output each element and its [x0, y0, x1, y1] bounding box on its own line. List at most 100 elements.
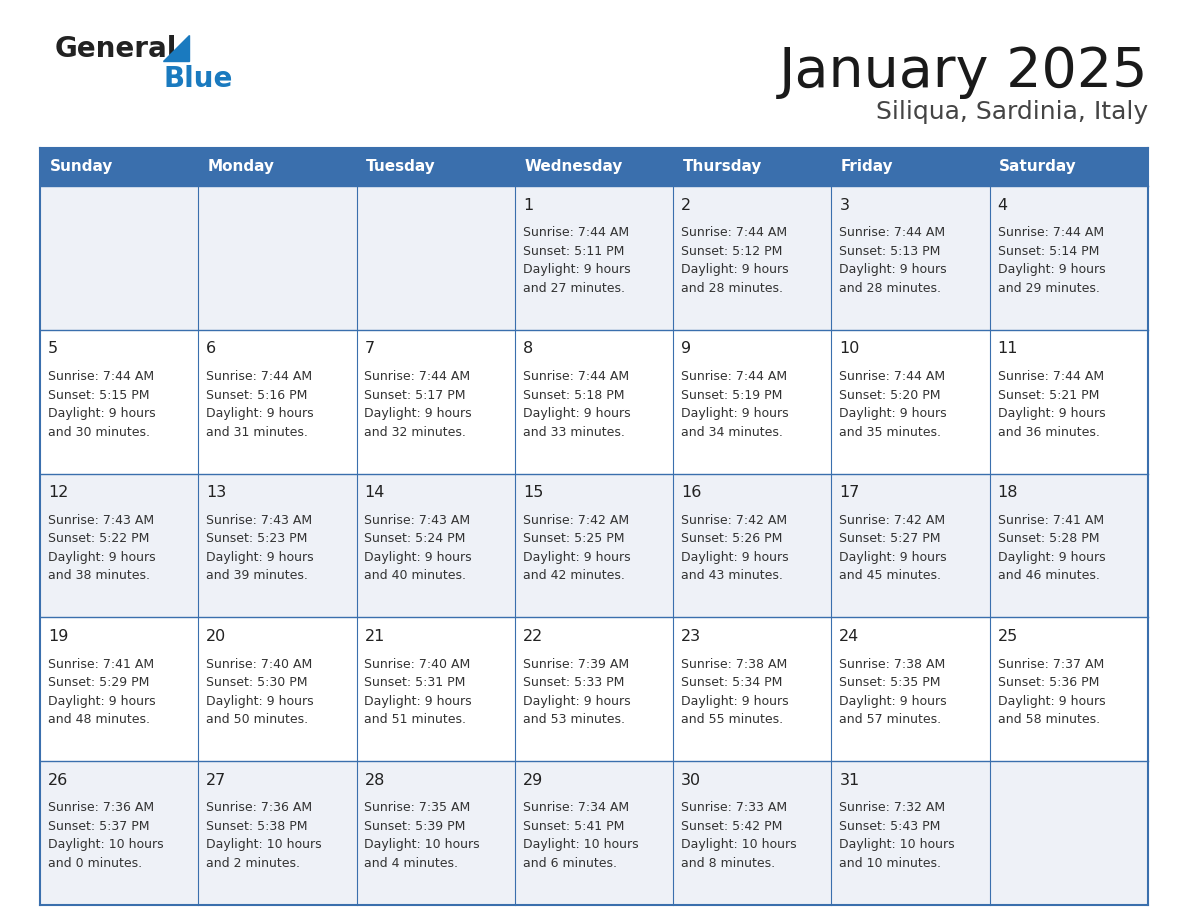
- Text: 28: 28: [365, 773, 385, 788]
- Text: 5: 5: [48, 341, 58, 356]
- Bar: [514, 474, 674, 618]
- Text: Sunrise: 7:44 AM
Sunset: 5:17 PM
Daylight: 9 hours
and 32 minutes.: Sunrise: 7:44 AM Sunset: 5:17 PM Dayligh…: [365, 370, 472, 439]
- Text: Sunrise: 7:44 AM
Sunset: 5:21 PM
Daylight: 9 hours
and 36 minutes.: Sunrise: 7:44 AM Sunset: 5:21 PM Dayligh…: [998, 370, 1105, 439]
- Bar: [674, 186, 832, 330]
- Bar: [832, 474, 990, 618]
- Text: 4: 4: [998, 197, 1007, 212]
- Bar: [40, 186, 198, 330]
- Text: 20: 20: [207, 629, 227, 644]
- Text: Sunrise: 7:42 AM
Sunset: 5:25 PM
Daylight: 9 hours
and 42 minutes.: Sunrise: 7:42 AM Sunset: 5:25 PM Dayligh…: [523, 514, 631, 582]
- Text: Friday: Friday: [841, 160, 893, 174]
- Text: Sunrise: 7:38 AM
Sunset: 5:35 PM
Daylight: 9 hours
and 57 minutes.: Sunrise: 7:38 AM Sunset: 5:35 PM Dayligh…: [840, 657, 947, 726]
- Bar: [832, 148, 990, 186]
- Bar: [198, 618, 356, 761]
- Text: 31: 31: [840, 773, 860, 788]
- Text: 29: 29: [523, 773, 543, 788]
- Bar: [832, 330, 990, 474]
- Text: Sunrise: 7:36 AM
Sunset: 5:38 PM
Daylight: 10 hours
and 2 minutes.: Sunrise: 7:36 AM Sunset: 5:38 PM Dayligh…: [207, 801, 322, 870]
- Text: 19: 19: [48, 629, 68, 644]
- Text: Thursday: Thursday: [683, 160, 762, 174]
- Text: Sunrise: 7:43 AM
Sunset: 5:24 PM
Daylight: 9 hours
and 40 minutes.: Sunrise: 7:43 AM Sunset: 5:24 PM Dayligh…: [365, 514, 472, 582]
- Text: Sunrise: 7:44 AM
Sunset: 5:13 PM
Daylight: 9 hours
and 28 minutes.: Sunrise: 7:44 AM Sunset: 5:13 PM Dayligh…: [840, 226, 947, 295]
- Bar: [40, 330, 198, 474]
- Text: 3: 3: [840, 197, 849, 212]
- Polygon shape: [163, 35, 189, 61]
- Text: 30: 30: [681, 773, 701, 788]
- Text: 13: 13: [207, 485, 227, 500]
- Text: 27: 27: [207, 773, 227, 788]
- Text: Sunrise: 7:44 AM
Sunset: 5:18 PM
Daylight: 9 hours
and 33 minutes.: Sunrise: 7:44 AM Sunset: 5:18 PM Dayligh…: [523, 370, 631, 439]
- Text: 1: 1: [523, 197, 533, 212]
- Bar: [674, 618, 832, 761]
- Text: 8: 8: [523, 341, 533, 356]
- Text: 26: 26: [48, 773, 68, 788]
- Text: Sunrise: 7:33 AM
Sunset: 5:42 PM
Daylight: 10 hours
and 8 minutes.: Sunrise: 7:33 AM Sunset: 5:42 PM Dayligh…: [681, 801, 797, 870]
- Text: 25: 25: [998, 629, 1018, 644]
- Bar: [674, 474, 832, 618]
- Text: Sunrise: 7:40 AM
Sunset: 5:30 PM
Daylight: 9 hours
and 50 minutes.: Sunrise: 7:40 AM Sunset: 5:30 PM Dayligh…: [207, 657, 314, 726]
- Bar: [832, 761, 990, 905]
- Text: Sunrise: 7:44 AM
Sunset: 5:14 PM
Daylight: 9 hours
and 29 minutes.: Sunrise: 7:44 AM Sunset: 5:14 PM Dayligh…: [998, 226, 1105, 295]
- Bar: [356, 474, 514, 618]
- Text: 14: 14: [365, 485, 385, 500]
- Text: Sunrise: 7:41 AM
Sunset: 5:29 PM
Daylight: 9 hours
and 48 minutes.: Sunrise: 7:41 AM Sunset: 5:29 PM Dayligh…: [48, 657, 156, 726]
- Text: 18: 18: [998, 485, 1018, 500]
- Bar: [40, 474, 198, 618]
- Text: Sunrise: 7:43 AM
Sunset: 5:22 PM
Daylight: 9 hours
and 38 minutes.: Sunrise: 7:43 AM Sunset: 5:22 PM Dayligh…: [48, 514, 156, 582]
- Bar: [40, 148, 198, 186]
- Text: 9: 9: [681, 341, 691, 356]
- Bar: [514, 148, 674, 186]
- Bar: [356, 186, 514, 330]
- Text: Sunrise: 7:44 AM
Sunset: 5:11 PM
Daylight: 9 hours
and 27 minutes.: Sunrise: 7:44 AM Sunset: 5:11 PM Dayligh…: [523, 226, 631, 295]
- Text: 15: 15: [523, 485, 543, 500]
- Bar: [990, 148, 1148, 186]
- Bar: [40, 618, 198, 761]
- Text: Sunrise: 7:34 AM
Sunset: 5:41 PM
Daylight: 10 hours
and 6 minutes.: Sunrise: 7:34 AM Sunset: 5:41 PM Dayligh…: [523, 801, 638, 870]
- Text: Sunrise: 7:44 AM
Sunset: 5:12 PM
Daylight: 9 hours
and 28 minutes.: Sunrise: 7:44 AM Sunset: 5:12 PM Dayligh…: [681, 226, 789, 295]
- Text: Sunrise: 7:36 AM
Sunset: 5:37 PM
Daylight: 10 hours
and 0 minutes.: Sunrise: 7:36 AM Sunset: 5:37 PM Dayligh…: [48, 801, 164, 870]
- Bar: [514, 186, 674, 330]
- Bar: [198, 148, 356, 186]
- Bar: [198, 186, 356, 330]
- Bar: [990, 761, 1148, 905]
- Bar: [514, 618, 674, 761]
- Text: Sunrise: 7:42 AM
Sunset: 5:26 PM
Daylight: 9 hours
and 43 minutes.: Sunrise: 7:42 AM Sunset: 5:26 PM Dayligh…: [681, 514, 789, 582]
- Text: Sunrise: 7:38 AM
Sunset: 5:34 PM
Daylight: 9 hours
and 55 minutes.: Sunrise: 7:38 AM Sunset: 5:34 PM Dayligh…: [681, 657, 789, 726]
- Text: Sunrise: 7:35 AM
Sunset: 5:39 PM
Daylight: 10 hours
and 4 minutes.: Sunrise: 7:35 AM Sunset: 5:39 PM Dayligh…: [365, 801, 480, 870]
- Bar: [40, 761, 198, 905]
- Text: Sunrise: 7:41 AM
Sunset: 5:28 PM
Daylight: 9 hours
and 46 minutes.: Sunrise: 7:41 AM Sunset: 5:28 PM Dayligh…: [998, 514, 1105, 582]
- Text: 11: 11: [998, 341, 1018, 356]
- Bar: [356, 618, 514, 761]
- Text: 2: 2: [681, 197, 691, 212]
- Text: Sunrise: 7:44 AM
Sunset: 5:20 PM
Daylight: 9 hours
and 35 minutes.: Sunrise: 7:44 AM Sunset: 5:20 PM Dayligh…: [840, 370, 947, 439]
- Bar: [356, 761, 514, 905]
- Text: Sunrise: 7:42 AM
Sunset: 5:27 PM
Daylight: 9 hours
and 45 minutes.: Sunrise: 7:42 AM Sunset: 5:27 PM Dayligh…: [840, 514, 947, 582]
- Text: 24: 24: [840, 629, 860, 644]
- Text: Sunrise: 7:44 AM
Sunset: 5:19 PM
Daylight: 9 hours
and 34 minutes.: Sunrise: 7:44 AM Sunset: 5:19 PM Dayligh…: [681, 370, 789, 439]
- Text: 12: 12: [48, 485, 68, 500]
- Bar: [674, 148, 832, 186]
- Bar: [198, 761, 356, 905]
- Bar: [198, 330, 356, 474]
- Bar: [832, 618, 990, 761]
- Text: 6: 6: [207, 341, 216, 356]
- Text: 16: 16: [681, 485, 701, 500]
- Bar: [356, 330, 514, 474]
- Bar: [990, 618, 1148, 761]
- Text: 22: 22: [523, 629, 543, 644]
- Text: 7: 7: [365, 341, 374, 356]
- Text: Blue: Blue: [163, 65, 233, 93]
- Text: Wednesday: Wednesday: [524, 160, 623, 174]
- Text: Sunrise: 7:43 AM
Sunset: 5:23 PM
Daylight: 9 hours
and 39 minutes.: Sunrise: 7:43 AM Sunset: 5:23 PM Dayligh…: [207, 514, 314, 582]
- Bar: [990, 474, 1148, 618]
- Bar: [514, 761, 674, 905]
- Text: Sunrise: 7:39 AM
Sunset: 5:33 PM
Daylight: 9 hours
and 53 minutes.: Sunrise: 7:39 AM Sunset: 5:33 PM Dayligh…: [523, 657, 631, 726]
- Text: Sunrise: 7:44 AM
Sunset: 5:15 PM
Daylight: 9 hours
and 30 minutes.: Sunrise: 7:44 AM Sunset: 5:15 PM Dayligh…: [48, 370, 156, 439]
- Text: Siliqua, Sardinia, Italy: Siliqua, Sardinia, Italy: [876, 100, 1148, 124]
- Text: Sunrise: 7:44 AM
Sunset: 5:16 PM
Daylight: 9 hours
and 31 minutes.: Sunrise: 7:44 AM Sunset: 5:16 PM Dayligh…: [207, 370, 314, 439]
- Text: Sunday: Sunday: [50, 160, 113, 174]
- Text: Sunrise: 7:32 AM
Sunset: 5:43 PM
Daylight: 10 hours
and 10 minutes.: Sunrise: 7:32 AM Sunset: 5:43 PM Dayligh…: [840, 801, 955, 870]
- Text: Sunrise: 7:40 AM
Sunset: 5:31 PM
Daylight: 9 hours
and 51 minutes.: Sunrise: 7:40 AM Sunset: 5:31 PM Dayligh…: [365, 657, 472, 726]
- Bar: [198, 474, 356, 618]
- Bar: [514, 330, 674, 474]
